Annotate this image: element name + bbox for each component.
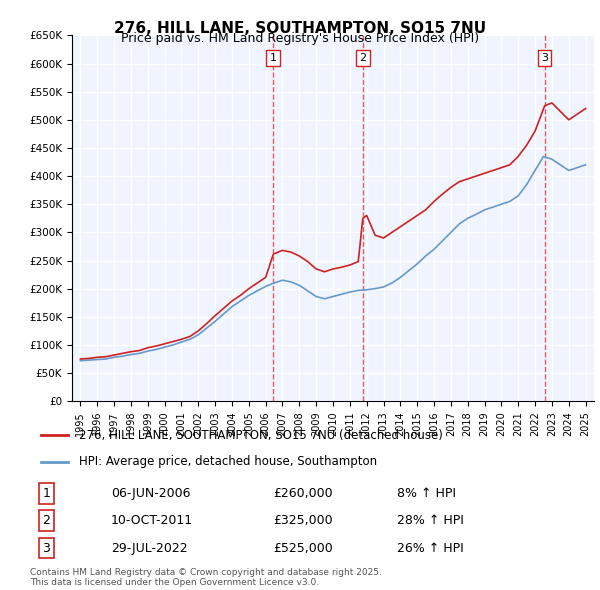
Text: Contains HM Land Registry data © Crown copyright and database right 2025.
This d: Contains HM Land Registry data © Crown c… (30, 568, 382, 587)
Text: HPI: Average price, detached house, Southampton: HPI: Average price, detached house, Sout… (79, 455, 377, 468)
Text: 1: 1 (269, 53, 277, 63)
Text: £325,000: £325,000 (273, 514, 332, 527)
Text: 10-OCT-2011: 10-OCT-2011 (111, 514, 193, 527)
Text: Price paid vs. HM Land Registry's House Price Index (HPI): Price paid vs. HM Land Registry's House … (121, 32, 479, 45)
Text: £525,000: £525,000 (273, 542, 333, 555)
Text: 276, HILL LANE, SOUTHAMPTON, SO15 7NU: 276, HILL LANE, SOUTHAMPTON, SO15 7NU (114, 21, 486, 35)
Text: 28% ↑ HPI: 28% ↑ HPI (397, 514, 464, 527)
Text: 276, HILL LANE, SOUTHAMPTON, SO15 7NU (detached house): 276, HILL LANE, SOUTHAMPTON, SO15 7NU (d… (79, 428, 442, 442)
Text: 06-JUN-2006: 06-JUN-2006 (111, 487, 191, 500)
Text: 3: 3 (42, 542, 50, 555)
Text: 29-JUL-2022: 29-JUL-2022 (111, 542, 188, 555)
Text: 2: 2 (42, 514, 50, 527)
Text: 2: 2 (359, 53, 367, 63)
Text: 26% ↑ HPI: 26% ↑ HPI (397, 542, 464, 555)
Text: £260,000: £260,000 (273, 487, 332, 500)
Text: 3: 3 (541, 53, 548, 63)
Text: 8% ↑ HPI: 8% ↑ HPI (397, 487, 456, 500)
Text: 1: 1 (42, 487, 50, 500)
